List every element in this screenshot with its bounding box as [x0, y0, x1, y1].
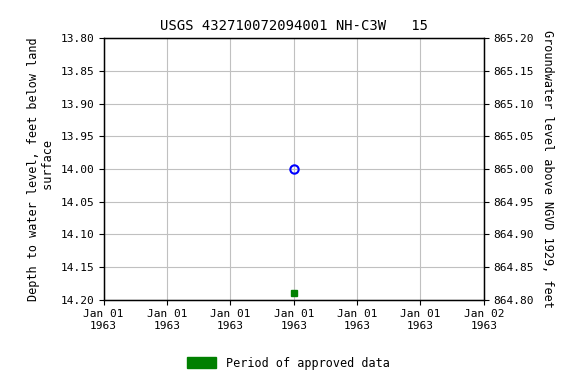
Legend: Period of approved data: Period of approved data	[182, 352, 394, 374]
Y-axis label: Groundwater level above NGVD 1929, feet: Groundwater level above NGVD 1929, feet	[540, 30, 554, 308]
Title: USGS 432710072094001 NH-C3W   15: USGS 432710072094001 NH-C3W 15	[160, 19, 428, 33]
Y-axis label: Depth to water level, feet below land
 surface: Depth to water level, feet below land su…	[26, 37, 55, 301]
